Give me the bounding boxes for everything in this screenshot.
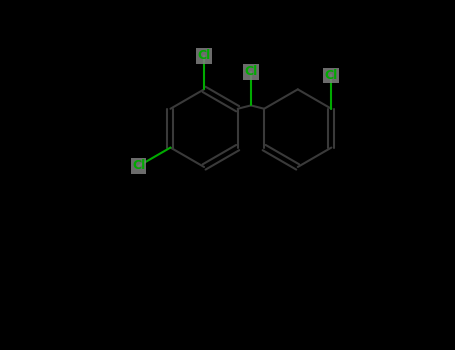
Text: Cl: Cl <box>132 160 145 173</box>
Text: Cl: Cl <box>197 49 211 62</box>
Text: Cl: Cl <box>325 69 338 82</box>
Text: Cl: Cl <box>244 65 258 78</box>
